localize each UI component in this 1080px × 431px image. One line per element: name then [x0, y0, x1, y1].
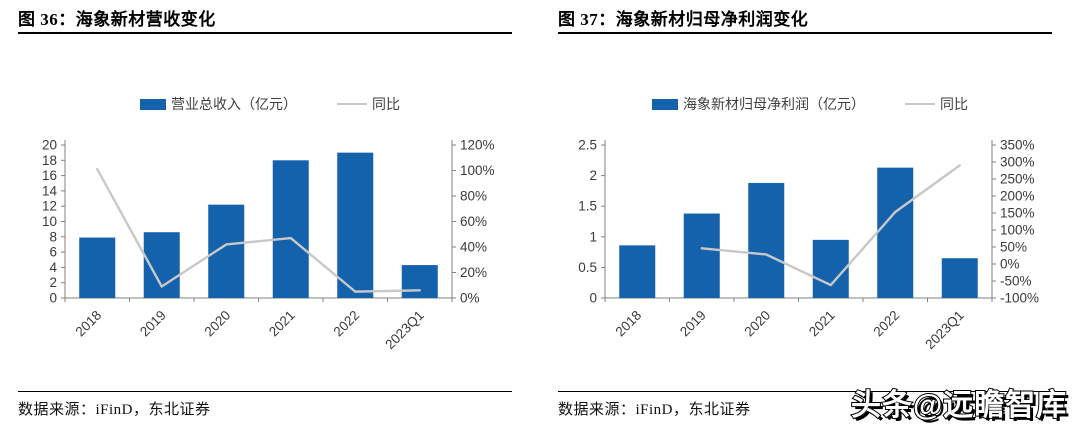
left-axis-tick-label: 0.5 — [578, 260, 597, 275]
left-axis-tick-label: 4 — [49, 260, 57, 275]
x-axis-label-2018: 2018 — [613, 308, 645, 340]
watermark-text: 头条@远瞻智库 — [851, 389, 1067, 422]
yoy-trend-line — [96, 168, 421, 293]
left-axis-tick-label: 0 — [49, 291, 57, 306]
x-axis-label-2019: 2019 — [677, 308, 709, 340]
figure-37: 图 37：海象新材归母净利润变化 海象新材归母净利润（亿元） 同比 0 0.5 1 1… — [540, 0, 1080, 431]
left-axis-tick-label: 2.5 — [578, 138, 597, 153]
right-axis-tick-label: 300% — [1000, 155, 1035, 170]
left-axis-tick-label: 8 — [49, 229, 57, 244]
data-source-note: 数据来源：iFinD，东北证券 — [18, 402, 211, 418]
right-axis-tick-label: 40% — [460, 240, 487, 255]
yoy-trend-line — [700, 164, 961, 287]
figure-title: 图 36：海象新材营收变化 — [18, 10, 216, 29]
left-axis-tick-label: 10 — [42, 214, 57, 229]
title-underline — [558, 32, 1052, 34]
bar-2023Q1 — [941, 258, 978, 298]
x-axis-label-2019: 2019 — [137, 308, 169, 340]
left-axis-tick-label: 18 — [42, 153, 57, 168]
legend-item-line-series: 同比 — [905, 94, 968, 114]
x-axis-label-2022: 2022 — [331, 308, 363, 340]
net-profit-combo-chart: 0 0.5 1 1.5 2 2.5 -100% -50% 0% 50% 100% 150% 200% 25… — [578, 138, 1039, 353]
left-axis-tick-label: 1.5 — [578, 199, 597, 214]
left-axis-tick-label: 1 — [589, 229, 597, 244]
left-axis-tick-label: 0 — [589, 291, 597, 306]
legend-item-line-series: 同比 — [337, 94, 400, 114]
legend-item-bar-series: 海象新材归母净利润（亿元） — [652, 94, 865, 114]
bar-2023Q1 — [401, 265, 438, 298]
line-series-swatch — [337, 102, 367, 106]
bar-series-swatch — [140, 98, 166, 110]
watermark: 头条@远瞻智库 头条@远瞻智库 — [850, 388, 1070, 425]
figure-bottom-rule — [558, 391, 1052, 392]
figure-36: 图 36：海象新材营收变化 营业总收入（亿元） 同比 0 2 4 6 8 10 12 14 16… — [0, 10, 540, 418]
left-axis-tick-label: 12 — [42, 199, 57, 214]
chart-legend: 营业总收入（亿元） 同比 — [0, 94, 540, 114]
bar-2020 — [748, 182, 785, 298]
right-axis-tick-label: 150% — [1000, 206, 1035, 221]
right-axis-tick-label: 100% — [460, 163, 495, 178]
bar-series-label: 海象新材归母净利润（亿元） — [683, 96, 865, 112]
right-axis-tick-label: 0% — [460, 291, 480, 306]
figure-bottom-rule — [18, 391, 512, 392]
figure-title: 图 37：海象新材归母净利润变化 — [558, 10, 809, 29]
x-axis-label-2021: 2021 — [806, 308, 838, 340]
watermark-shadow-text: 头条@远瞻智库 — [854, 392, 1070, 425]
right-axis-tick-label: 20% — [460, 265, 487, 280]
line-series-swatch — [905, 102, 935, 106]
data-source-note: 数据来源：iFinD，东北证券 — [558, 402, 751, 418]
left-axis-tick-label: 16 — [42, 168, 57, 183]
right-axis-tick-label: 200% — [1000, 189, 1035, 204]
bar-2018 — [619, 245, 656, 298]
bar-series-label: 营业总收入（亿元） — [171, 96, 297, 112]
right-axis-tick-label: 120% — [460, 138, 495, 153]
right-axis-tick-label: 50% — [1000, 240, 1027, 255]
bar-2022 — [337, 152, 374, 298]
x-axis-label-2023Q1: 2023Q1 — [922, 308, 967, 353]
right-axis-tick-label: 100% — [1000, 223, 1035, 238]
x-axis-label-2020: 2020 — [742, 308, 774, 340]
bar-2022 — [877, 167, 914, 298]
chart-legend: 海象新材归母净利润（亿元） 同比 — [540, 94, 1080, 114]
right-axis-tick-label: 250% — [1000, 172, 1035, 187]
right-axis-tick-label: 0% — [1000, 257, 1020, 272]
left-axis-tick-label: 20 — [42, 138, 57, 153]
left-axis-tick-label: 2 — [589, 168, 597, 183]
bar-2019 — [683, 213, 720, 298]
bar-series-swatch — [652, 98, 678, 110]
right-axis-tick-label: 60% — [460, 214, 487, 229]
x-axis-label-2023Q1: 2023Q1 — [382, 308, 427, 353]
title-underline — [18, 32, 512, 34]
x-axis-label-2020: 2020 — [202, 308, 234, 340]
bar-2021 — [272, 160, 309, 298]
left-axis-tick-label: 6 — [49, 245, 57, 260]
bar-2021 — [812, 239, 849, 298]
line-series-label: 同比 — [940, 96, 968, 112]
right-axis-tick-label: -50% — [1000, 274, 1032, 289]
left-axis-tick-label: 14 — [42, 183, 58, 198]
bar-2018 — [79, 237, 116, 298]
right-axis-tick-label: -100% — [1000, 291, 1039, 306]
left-axis-tick-label: 2 — [49, 275, 57, 290]
legend-item-bar-series: 营业总收入（亿元） — [140, 94, 297, 114]
x-axis-label-2021: 2021 — [266, 308, 298, 340]
right-axis-tick-label: 80% — [460, 189, 487, 204]
x-axis-label-2018: 2018 — [73, 308, 105, 340]
line-series-label: 同比 — [372, 96, 400, 112]
right-axis-tick-label: 350% — [1000, 138, 1035, 153]
x-axis-label-2022: 2022 — [871, 308, 903, 340]
